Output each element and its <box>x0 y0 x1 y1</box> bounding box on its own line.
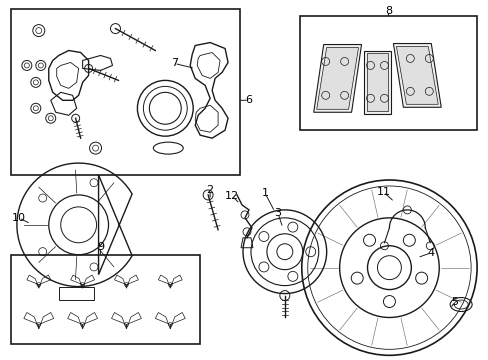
Text: 3: 3 <box>274 208 281 218</box>
Text: 4: 4 <box>427 248 434 258</box>
Bar <box>11 9 240 175</box>
Polygon shape <box>366 54 387 111</box>
Text: 7: 7 <box>170 58 178 68</box>
Text: 1: 1 <box>261 188 268 198</box>
Text: 11: 11 <box>376 187 389 197</box>
Text: 8: 8 <box>384 6 391 15</box>
Polygon shape <box>363 50 390 114</box>
Polygon shape <box>316 48 358 109</box>
Text: 5: 5 <box>451 297 458 306</box>
Polygon shape <box>313 45 361 112</box>
Text: 6: 6 <box>245 95 252 105</box>
Text: 2: 2 <box>206 185 213 195</box>
Text: 10: 10 <box>12 213 26 223</box>
Polygon shape <box>396 46 437 104</box>
Polygon shape <box>393 44 440 107</box>
Text: 12: 12 <box>224 191 239 201</box>
Bar <box>299 15 476 130</box>
Bar <box>11 255 200 345</box>
Text: 9: 9 <box>97 242 104 252</box>
